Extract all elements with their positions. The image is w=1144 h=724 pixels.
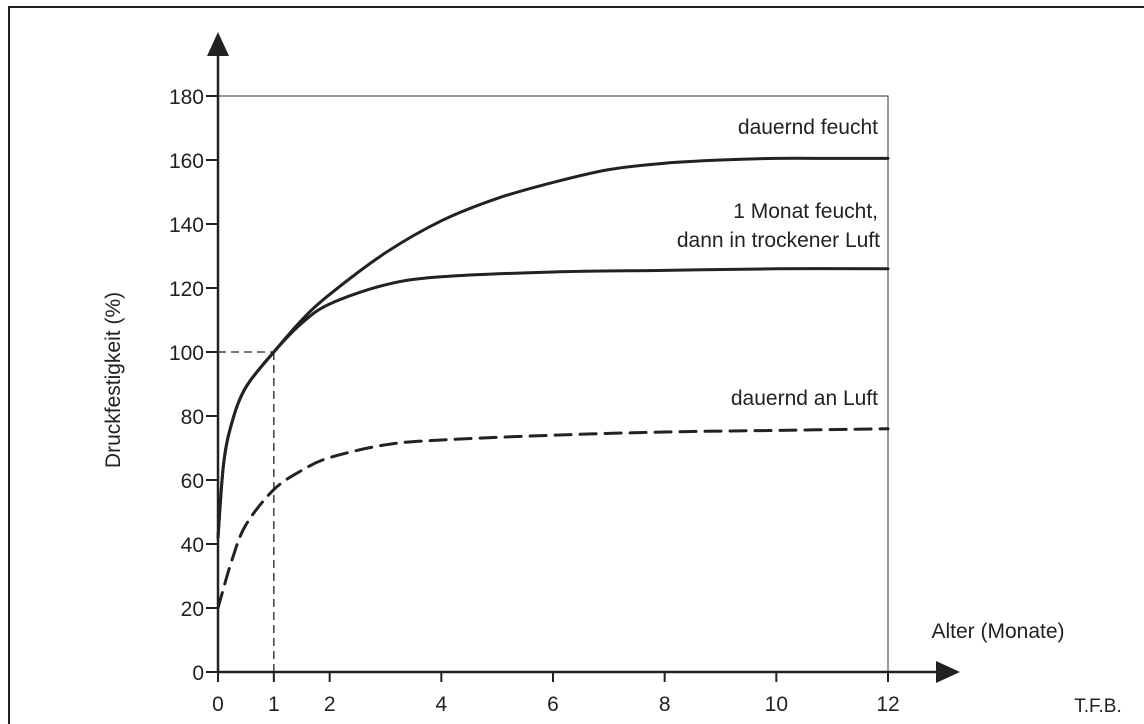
y-tick-label: 0	[192, 662, 204, 685]
y-tick-label: 20	[181, 598, 204, 621]
y-tick-label: 80	[181, 406, 204, 429]
figure-frame	[8, 6, 1144, 724]
series-label-1-monat-line1: 1 Monat feucht,	[733, 200, 878, 223]
x-tick-label: 10	[765, 693, 788, 716]
reference-lines	[218, 351, 275, 672]
x-tick-label: 4	[435, 693, 447, 716]
series-label-dauernd-an-luft: dauernd an Luft	[731, 387, 878, 410]
y-tick-label: 180	[169, 86, 204, 109]
y-axis-arrow-icon	[207, 32, 229, 56]
labels: Druckfestigkeit (%) Alter (Monate) T.F.B…	[102, 116, 1122, 717]
series-lines	[216, 156, 890, 610]
x-tick-label: 2	[324, 693, 336, 716]
y-tick-label: 140	[169, 214, 204, 237]
x-tick-label: 0	[212, 693, 224, 716]
x-axis-arrow-icon	[936, 661, 960, 683]
x-tick-label: 12	[876, 693, 899, 716]
x-axis-label: Alter (Monate)	[931, 620, 1064, 643]
y-tick-label: 40	[181, 534, 204, 557]
x-tick-label: 1	[268, 693, 280, 716]
y-tick-label: 160	[169, 150, 204, 173]
y-tick-label: 100	[169, 342, 204, 365]
y-tick-label: 60	[181, 470, 204, 493]
x-tick-label: 8	[659, 693, 671, 716]
series-label-dauernd-feucht: dauernd feucht	[738, 116, 878, 139]
series-line-1-monat-feucht	[216, 267, 890, 540]
series-label-1-monat-line2: dann in trockener Luft	[677, 229, 880, 252]
y-axis-label: Druckfestigkeit (%)	[102, 292, 125, 468]
x-tick-label: 6	[547, 693, 559, 716]
y-tick-label: 120	[169, 278, 204, 301]
series-line-dauernd-an-luft	[216, 427, 890, 610]
source-label: T.F.B.	[1074, 696, 1122, 717]
axes	[207, 32, 960, 683]
